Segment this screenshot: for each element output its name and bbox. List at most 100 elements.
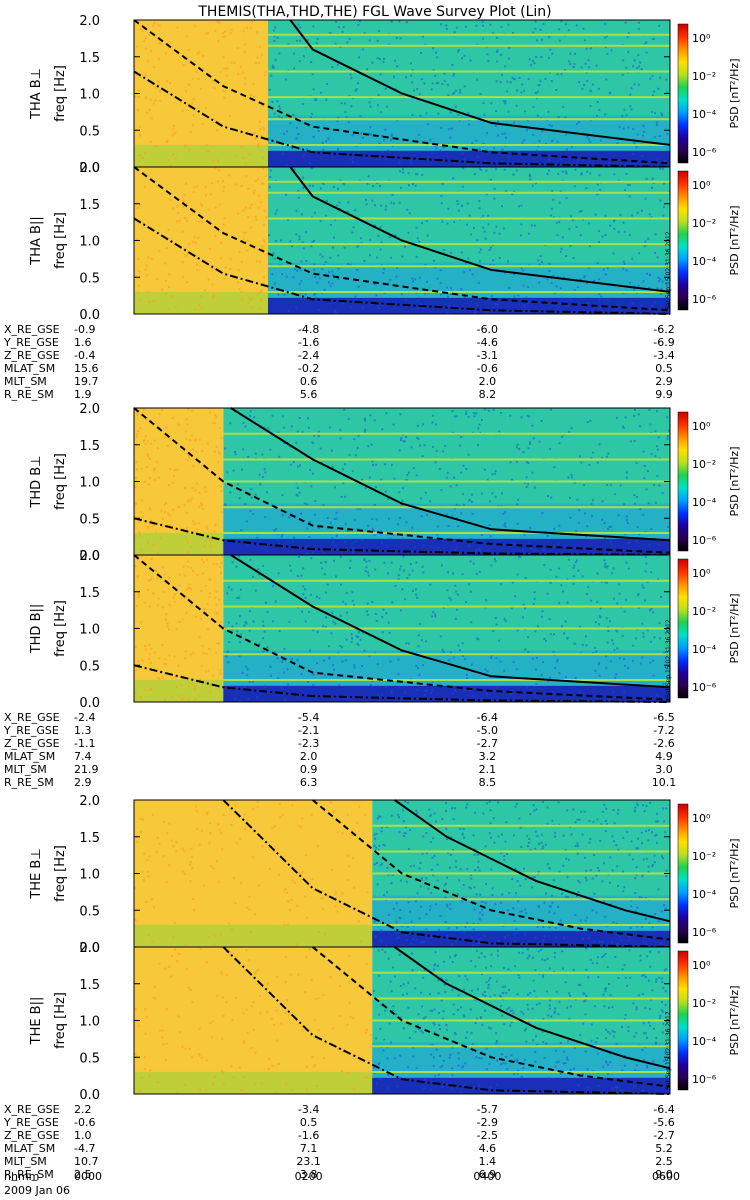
ephemeris-value: -4.6 [477, 336, 498, 349]
y-axis-label: THA B|| [29, 216, 44, 265]
probe-group-tha: 0.0 0.5 1.0 1.5 2.0 THA B⊥ freq [Hz] 10⁰ 10⁻² 10⁻… [3, 14, 741, 401]
ephemeris-label: Z_RE_GSE [4, 1129, 60, 1142]
x-axis: hhmm 0000 0200 0400 0600 2009 Jan 06 [4, 1170, 680, 1197]
ephemeris-value: 0.5 [300, 1116, 318, 1129]
spectrogram-noise-high [134, 408, 223, 555]
ephemeris-value: 19.7 [74, 375, 99, 388]
ephemeris-value: -6.0 [477, 323, 498, 336]
ephemeris-value: -2.3 [298, 737, 319, 750]
probe-group-the: 0.0 0.5 1.0 1.5 2.0 THE B⊥ freq [Hz] 10⁰ 10⁻² 10⁻… [3, 794, 741, 1181]
ephemeris-value: 1.3 [74, 724, 92, 737]
low-freq-band [134, 679, 224, 702]
y-tick-label: 0.0 [79, 161, 100, 176]
ephemeris-value: 21.9 [74, 763, 99, 776]
low-freq-dark-band [268, 297, 670, 314]
solid-curve [394, 799, 671, 923]
colorbar-tick-label: 10⁻⁴ [692, 255, 717, 268]
dash_dot-curve [133, 217, 671, 315]
dash_dot-curve [133, 664, 671, 703]
ephemeris-table-thd: X_RE_GSE -2.4 -5.4 -6.4 -6.5Y_RE_GSE 1.3 -2.1-… [3, 711, 676, 789]
ephemeris-value: -2.6 [653, 737, 674, 750]
y-tick-label: 0.0 [79, 549, 100, 564]
ephemeris-label: MLAT_SM [4, 1142, 55, 1155]
ephemeris-value: 0.6 [300, 375, 318, 388]
ephemeris-value: -6.4 [653, 1103, 674, 1116]
low-freq-dark-band [372, 1077, 670, 1094]
colorbar-label: PSD [nT²/Hz] [728, 838, 741, 908]
ephemeris-value: -2.5 [477, 1129, 498, 1142]
y-tick-label: 0.5 [79, 1051, 100, 1066]
ephemeris-value: -6.5 [653, 711, 674, 724]
ephemeris-value: 0.9 [300, 763, 318, 776]
ephemeris-value: 10.7 [74, 1155, 99, 1168]
y-axis-label: THA B⊥ [29, 68, 44, 120]
ephemeris-value: -2.4 [74, 711, 95, 724]
ephemeris-value: -5.6 [653, 1116, 674, 1129]
y-axis-unit-label: freq [Hz] [53, 65, 68, 122]
colorbar-tick-label: 10⁰ [692, 420, 711, 433]
ephemeris-value: -6.4 [477, 711, 498, 724]
ephemeris-label: X_RE_GSE [4, 323, 60, 336]
panel-the-bperp: 0.0 0.5 1.0 1.5 2.0 THE B⊥ freq [Hz] 10⁰ 10⁻² 10⁻… [29, 794, 741, 956]
y-tick-label: 1.5 [79, 439, 100, 454]
ephemeris-value: -0.6 [477, 362, 498, 375]
y-axis-label: THE B⊥ [29, 848, 44, 899]
y-tick-label: 0.5 [79, 659, 100, 674]
ephemeris-value: 6.3 [300, 776, 318, 789]
colorbar-tick-label: 10⁻⁴ [692, 888, 717, 901]
timestamp-label: Sat Sep 15 02:31:36 2012 [665, 231, 672, 310]
y-tick-label: 0.0 [79, 308, 100, 323]
y-axis-unit-label: freq [Hz] [53, 453, 68, 510]
panel-the-bpar: 0.0 0.5 1.0 1.5 2.0 THE B|| freq [Hz] 10⁰ 10⁻² 10… [29, 941, 741, 1103]
y-tick-label: 0.5 [79, 512, 100, 527]
ephemeris-label: R_RE_SM [4, 388, 54, 401]
date-label: 2009 Jan 06 [4, 1184, 70, 1197]
colorbar-tick-label: 10⁻⁴ [692, 1035, 717, 1048]
ephemeris-value: -3.4 [298, 1103, 319, 1116]
spectrogram-noise-high [136, 167, 268, 311]
colorbar-tick-label: 10⁻⁴ [692, 108, 717, 121]
ephemeris-value: -2.4 [298, 349, 319, 362]
ephemeris-value: -4.8 [298, 323, 319, 336]
ephemeris-value: -1.6 [298, 336, 319, 349]
ephemeris-label: MLT_SM [4, 1155, 47, 1168]
ephemeris-value: -2.7 [653, 1129, 674, 1142]
low-freq-band [134, 291, 268, 314]
ephemeris-label: Y_RE_GSE [3, 724, 59, 737]
ephemeris-value: -2.1 [298, 724, 319, 737]
y-tick-label: 2.0 [79, 402, 100, 417]
ephemeris-value: 2.5 [655, 1155, 673, 1168]
timestamp-label: Sat Sep 15 02:31:36 2012 [665, 619, 672, 698]
panel-tha-bpar: 0.0 0.5 1.0 1.5 2.0 THA B|| freq [Hz] 10⁰ 10⁻² 10… [29, 161, 741, 323]
dashed-curve [133, 554, 671, 701]
y-tick-label: 1.5 [79, 831, 100, 846]
y-tick-label: 1.0 [79, 88, 100, 103]
ephemeris-value: -2.7 [477, 737, 498, 750]
ephemeris-value: 9.9 [655, 388, 673, 401]
colorbar-tick-label: 10⁻⁶ [692, 1073, 717, 1086]
colorbar-tick-label: 10⁰ [692, 567, 711, 580]
ephemeris-value: -1.6 [298, 1129, 319, 1142]
ephemeris-label: MLAT_SM [4, 750, 55, 763]
colorbar [677, 803, 689, 944]
ephemeris-value: -2.9 [477, 1116, 498, 1129]
x-tick-label: 0200 [295, 1170, 323, 1183]
ephemeris-value: 3.0 [655, 763, 673, 776]
y-axis-unit-label: freq [Hz] [53, 992, 68, 1049]
spectrogram-noise-high [134, 947, 372, 1094]
ephemeris-label: MLT_SM [4, 763, 47, 776]
colorbar-tick-label: 10⁻² [692, 70, 716, 83]
dashed-curve [312, 946, 671, 1088]
y-tick-label: 2.0 [79, 161, 100, 176]
panel-thd-bpar: 0.0 0.5 1.0 1.5 2.0 THD B|| freq [Hz] 10⁰ 10⁻² 10… [29, 549, 741, 711]
y-tick-label: 1.5 [79, 586, 100, 601]
colorbar [677, 23, 689, 164]
ephemeris-value: -0.9 [74, 323, 95, 336]
low-freq-band [134, 532, 224, 555]
colorbar-tick-label: 10⁻⁴ [692, 643, 717, 656]
y-tick-label: 0.5 [79, 904, 100, 919]
ephemeris-label: R_RE_SM [4, 1168, 54, 1181]
y-axis-label: THE B|| [29, 997, 44, 1046]
colorbar-tick-label: 10⁻⁶ [692, 926, 717, 939]
